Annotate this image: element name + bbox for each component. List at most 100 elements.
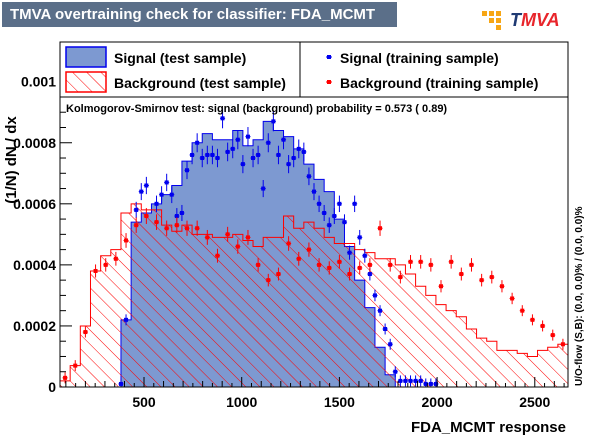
signal-train-point: [133, 201, 139, 219]
signal-train-point: [260, 179, 266, 198]
background-train-point: [255, 258, 261, 272]
signal-train-marker: [235, 137, 240, 142]
signal-train-marker: [256, 152, 261, 157]
background-train-marker: [235, 244, 240, 249]
signal-train-points: [118, 108, 439, 387]
background-train-point: [103, 258, 109, 272]
signal-train-marker: [296, 146, 301, 151]
signal-train-marker: [134, 207, 139, 212]
background-train-point: [529, 314, 535, 326]
signal-train-marker: [306, 174, 311, 179]
y-tick-label: 0.0002: [13, 318, 56, 334]
signal-train-point: [153, 195, 160, 213]
signal-train-point: [230, 139, 236, 159]
signal-train-marker: [124, 317, 129, 322]
background-train-point: [316, 258, 322, 272]
signal-train-point: [428, 378, 434, 387]
legend-swatch-signal-test: [65, 46, 107, 68]
background-train-marker: [296, 256, 301, 261]
background-train-marker: [418, 259, 423, 264]
signal-train-marker: [220, 116, 225, 121]
legend-label-signal-test: Signal (test sample): [114, 50, 246, 66]
background-train-points: [62, 208, 566, 384]
signal-train-marker: [347, 250, 352, 255]
background-train-point: [225, 226, 231, 242]
legend-box-right: [299, 41, 569, 98]
signal-train-marker: [312, 189, 316, 194]
x-tick-label: 500: [132, 394, 156, 410]
background-train-marker: [225, 232, 230, 237]
background-train-marker: [63, 375, 68, 380]
signal-train-marker: [118, 381, 123, 386]
signal-train-marker: [362, 253, 367, 258]
signal-train-point: [250, 148, 256, 168]
background-train-marker: [357, 265, 362, 270]
signal-train-marker: [230, 146, 235, 151]
background-train-marker: [195, 226, 200, 231]
x-tick-label: 2500: [519, 394, 550, 410]
legend: Signal (test sample) Background (test sa…: [59, 41, 569, 98]
background-train-marker: [276, 272, 281, 277]
signal-train-point: [316, 195, 322, 213]
signal-train-point: [347, 245, 353, 260]
signal-train-point: [118, 378, 124, 387]
signal-train-marker: [225, 149, 230, 154]
signal-train-point: [321, 204, 327, 221]
background-train-point: [336, 255, 342, 269]
background-train-point: [407, 255, 414, 269]
logo-text: TMVA: [510, 10, 560, 30]
background-train-point: [265, 273, 271, 287]
signal-train-marker: [169, 192, 174, 197]
signal-train-marker: [154, 201, 159, 206]
background-train-point: [123, 233, 129, 248]
signal-train-marker: [357, 235, 362, 240]
signal-train-point: [357, 229, 363, 245]
background-train-marker: [144, 214, 149, 219]
background-train-marker: [499, 284, 504, 289]
signal-train-marker: [327, 223, 332, 228]
x-tick-label: 1500: [324, 394, 355, 410]
background-train-point: [143, 208, 149, 224]
background-train-point: [509, 292, 515, 305]
signal-train-point: [296, 139, 302, 159]
signal-train-point: [392, 366, 398, 378]
signal-train-point: [184, 161, 190, 180]
y-tick-label: 0.001: [21, 74, 56, 90]
background-train-point: [153, 214, 160, 230]
background-train-marker: [174, 223, 179, 228]
background-train-marker: [113, 256, 118, 261]
signal-train-marker: [179, 210, 184, 215]
signal-train-point: [123, 314, 129, 326]
signal-train-marker: [266, 140, 271, 145]
background-train-point: [184, 220, 190, 236]
background-train-marker: [520, 308, 525, 313]
background-train-point: [133, 217, 139, 233]
signal-train-point: [418, 375, 424, 387]
signal-train-point: [280, 130, 287, 150]
signal-train-point: [331, 208, 337, 224]
plot-title: TMVA overtraining check for classifier: …: [2, 2, 397, 27]
background-train-marker: [408, 259, 413, 264]
background-train-marker: [164, 226, 169, 231]
signal-train-marker: [159, 192, 164, 197]
background-train-marker: [266, 278, 271, 283]
ks-test-text: Kolmogorov-Smirnov test: signal (backgro…: [66, 103, 447, 115]
background-train-marker: [73, 363, 78, 368]
signal-train-marker: [393, 369, 398, 374]
background-train-marker: [510, 296, 515, 301]
signal-train-marker: [261, 186, 266, 191]
signal-train-point: [169, 186, 175, 204]
background-train-marker: [185, 226, 189, 231]
legend-marker-background-train: [326, 80, 332, 84]
background-train-marker: [398, 275, 403, 280]
signal-train-marker: [317, 201, 322, 206]
signal-train-point: [352, 195, 358, 213]
signal-train-point: [397, 375, 403, 387]
signal-train-point: [341, 214, 348, 230]
background-train-point: [82, 326, 88, 338]
signal-train-point: [189, 145, 195, 165]
legend-label-background-test: Background (test sample): [114, 75, 286, 91]
x-tick-label: 1000: [226, 394, 257, 410]
signal-train-marker: [398, 378, 403, 383]
signal-train-marker: [276, 152, 281, 157]
